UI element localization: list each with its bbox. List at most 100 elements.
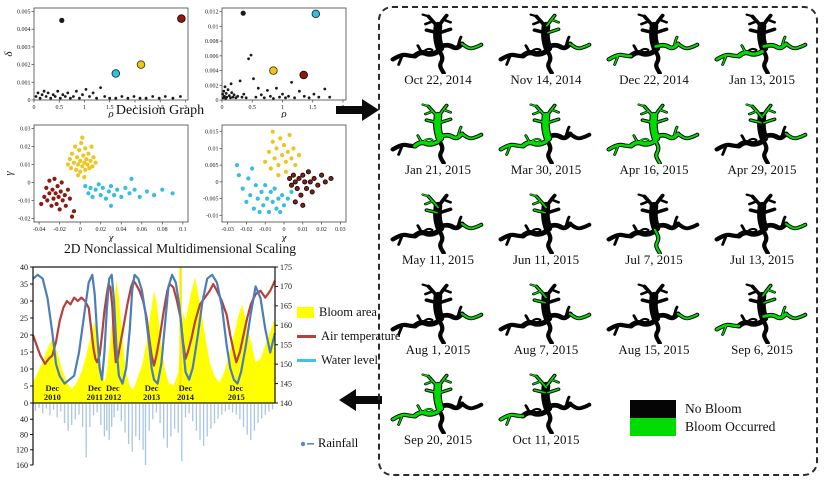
- svg-text:-0.04: -0.04: [33, 227, 46, 233]
- map-date-label: Oct 22, 2014: [404, 72, 472, 87]
- lake-map-cell: Aug 1, 2015: [384, 282, 492, 372]
- water-level-swatch: [297, 359, 316, 362]
- svg-text:-0.01: -0.01: [206, 213, 219, 219]
- lake-map: [498, 103, 592, 164]
- svg-text:χ: χ: [108, 232, 115, 242]
- svg-text:0.06: 0.06: [137, 227, 148, 233]
- svg-text:120: 120: [16, 446, 28, 455]
- svg-text:0.04: 0.04: [116, 227, 127, 233]
- svg-text:0.005: 0.005: [17, 10, 31, 16]
- legend-item-bloom-area: Bloom area: [297, 305, 400, 320]
- arrow-right-icon: [336, 99, 379, 121]
- svg-text:0.1: 0.1: [179, 227, 187, 233]
- timeseries-plot: Dec2010Dec2011Dec2012Dec2013Dec2014Dec20…: [16, 263, 292, 470]
- lake-map: [498, 283, 592, 344]
- svg-text:ρ: ρ: [107, 108, 113, 118]
- lake-map-cell: Oct 22, 2014: [384, 12, 492, 102]
- svg-text:40: 40: [20, 263, 28, 272]
- bloom-occurred-label: Bloom Occurred: [685, 419, 776, 434]
- svg-text:2010: 2010: [44, 392, 61, 402]
- svg-text:40: 40: [20, 415, 28, 424]
- svg-text:0.002: 0.002: [205, 83, 219, 89]
- map-date-label: Jan 21, 2015: [404, 162, 472, 177]
- lake-map: [606, 103, 700, 164]
- timeseries-legend: Bloom area Air temperature Water level: [297, 305, 400, 377]
- svg-text:165: 165: [280, 302, 292, 311]
- lake-map-cell: Jan 21, 2015: [384, 102, 492, 192]
- svg-text:2013: 2013: [143, 392, 160, 402]
- svg-text:30: 30: [20, 297, 28, 306]
- svg-text:0.5: 0.5: [55, 105, 63, 111]
- lake-map: [606, 13, 700, 74]
- svg-text:Dec: Dec: [229, 383, 243, 393]
- bloom-legend: No Bloom Bloom Occurred: [630, 400, 775, 436]
- svg-text:0.004: 0.004: [205, 69, 219, 75]
- svg-text:Dec: Dec: [145, 383, 159, 393]
- svg-text:1: 1: [83, 105, 86, 111]
- svg-text:-0.01: -0.01: [18, 198, 31, 204]
- legend-item-water-level: Water level: [297, 353, 400, 368]
- svg-text:10: 10: [20, 365, 28, 374]
- svg-text:0: 0: [33, 105, 36, 111]
- svg-text:0: 0: [28, 180, 31, 186]
- lake-map: [498, 13, 592, 74]
- lake-map-cell: Jul 7, 2015: [600, 192, 708, 282]
- lake-map: [498, 193, 592, 254]
- svg-text:ρ: ρ: [280, 108, 286, 118]
- svg-text:150: 150: [280, 360, 292, 369]
- svg-text:δ: δ: [4, 51, 15, 57]
- svg-text:0.02: 0.02: [20, 145, 31, 151]
- svg-text:0: 0: [221, 105, 224, 111]
- svg-text:0.01: 0.01: [20, 163, 31, 169]
- svg-text:γ: γ: [4, 171, 15, 176]
- lake-map-cell: Mar 30, 2015: [492, 102, 600, 192]
- lake-map-cell: Sep 20, 2015: [384, 372, 492, 462]
- svg-text:170: 170: [280, 282, 292, 291]
- svg-text:175: 175: [280, 263, 292, 272]
- map-date-label: Nov 14, 2014: [510, 72, 582, 87]
- map-date-label: Aug 1, 2015: [405, 342, 471, 357]
- map-date-label: Sep 20, 2015: [403, 432, 473, 447]
- svg-text:25: 25: [20, 314, 28, 323]
- lake-map-cell: Aug 15, 2015: [600, 282, 708, 372]
- svg-text:Dec: Dec: [88, 383, 102, 393]
- svg-text:0: 0: [216, 180, 219, 186]
- no-bloom-swatch: [630, 400, 676, 418]
- lake-map: [498, 373, 592, 434]
- lake-map: [390, 193, 484, 254]
- svg-text:2.5: 2.5: [156, 105, 164, 111]
- svg-text:0.001: 0.001: [17, 80, 31, 86]
- bloom-occurred-swatch: [630, 418, 676, 436]
- nms-left-plot: -0.04 -0.02 0 0.02 0.04 0.06 0.08 0.1-0.02-0.01…: [4, 124, 189, 242]
- svg-text:0.03: 0.03: [20, 127, 31, 133]
- svg-text:0: 0: [28, 98, 31, 104]
- svg-text:0.5: 0.5: [248, 105, 256, 111]
- map-date-label: Apr 16, 2015: [619, 162, 689, 177]
- lake-map: [714, 13, 808, 74]
- no-bloom-label: No Bloom: [685, 401, 742, 416]
- svg-text:35: 35: [20, 280, 28, 289]
- decision-graph-left-plot: 0 0.5 1 1.5 2 2.5 3 0 0.001 0.002 0.003 0.004 0.005 ρ…: [4, 7, 189, 118]
- lake-map-cell: Nov 14, 2014: [492, 12, 600, 102]
- bloom-area-swatch: [297, 307, 314, 318]
- svg-text:20: 20: [20, 331, 28, 340]
- svg-text:Dec: Dec: [46, 383, 60, 393]
- lake-map-cell: Apr 16, 2015: [600, 102, 708, 192]
- svg-text:0: 0: [24, 399, 28, 408]
- svg-text:0.008: 0.008: [205, 39, 219, 45]
- svg-text:15: 15: [20, 348, 28, 357]
- legend-item-rainfall: Rainfall: [299, 436, 358, 451]
- bloom-legend-swatches: [630, 400, 676, 436]
- svg-text:-0.03: -0.03: [221, 227, 234, 233]
- svg-text:-0.005: -0.005: [203, 197, 219, 203]
- svg-text:-0.01: -0.01: [259, 227, 272, 233]
- map-date-label: Oct 11, 2015: [512, 432, 580, 447]
- svg-text:160: 160: [16, 461, 28, 470]
- svg-text:0.015: 0.015: [205, 130, 219, 136]
- svg-text:0: 0: [79, 227, 82, 233]
- svg-text:Dec: Dec: [179, 383, 193, 393]
- map-date-label: Aug 15, 2015: [618, 342, 690, 357]
- lake-map: [606, 283, 700, 344]
- lake-map-cell: Apr 29, 2015: [708, 102, 816, 192]
- svg-text:χ: χ: [281, 232, 288, 242]
